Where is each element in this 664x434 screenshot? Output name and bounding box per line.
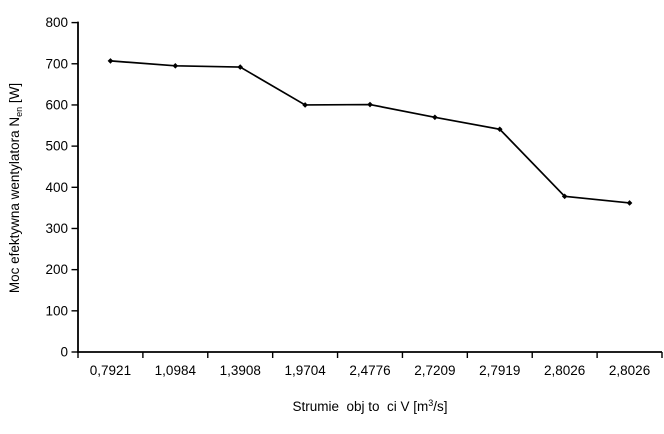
y-axis-title-suffix: [W] xyxy=(7,82,22,107)
y-tick-label: 700 xyxy=(45,56,68,71)
data-point-marker xyxy=(237,64,244,70)
x-tick-label: 2,7209 xyxy=(414,363,455,378)
y-tick-label: 400 xyxy=(45,180,68,195)
y-tick-label: 100 xyxy=(45,303,68,318)
data-point-marker xyxy=(432,114,438,121)
y-axis-title: Moc efektywna wentylatora Nen [W] xyxy=(7,38,25,338)
x-tick-label: 1,0984 xyxy=(155,363,197,378)
y-tick-label: 0 xyxy=(60,345,68,360)
y-tick-label: 600 xyxy=(45,97,68,112)
x-tick-label: 2,8026 xyxy=(544,363,585,378)
data-point-marker xyxy=(302,102,308,108)
y-tick-label: 200 xyxy=(45,262,68,277)
data-point-marker xyxy=(172,63,179,69)
x-tick-label: 1,3908 xyxy=(220,363,261,378)
x-tick-label: 0,7921 xyxy=(90,363,131,378)
x-axis-title-superscript: 3 xyxy=(428,398,434,408)
y-tick-label: 800 xyxy=(45,15,68,30)
x-axis-title-text: Strumie obj to ci V [m xyxy=(292,399,429,414)
x-tick-label: 2,7919 xyxy=(479,363,520,378)
data-point-marker xyxy=(496,126,503,133)
x-tick-label: 2,4776 xyxy=(349,363,390,378)
x-tick-label: 2,8026 xyxy=(609,363,650,378)
data-series-line xyxy=(110,60,630,204)
y-axis-title-text: Moc efektywna wentylatora N xyxy=(7,116,22,294)
data-point-marker xyxy=(107,58,114,64)
x-axis-title: Strumie obj to ci V [m3/s] xyxy=(78,398,662,414)
y-axis-title-subscript: en xyxy=(14,106,24,117)
x-tick-label: 1,9704 xyxy=(284,363,326,378)
y-tick-label: 300 xyxy=(45,221,68,236)
data-point-marker xyxy=(626,200,633,206)
data-point-marker xyxy=(367,101,373,108)
y-tick-label: 500 xyxy=(45,139,68,154)
x-axis-title-suffix: /s] xyxy=(433,399,448,414)
data-point-marker xyxy=(561,193,568,200)
